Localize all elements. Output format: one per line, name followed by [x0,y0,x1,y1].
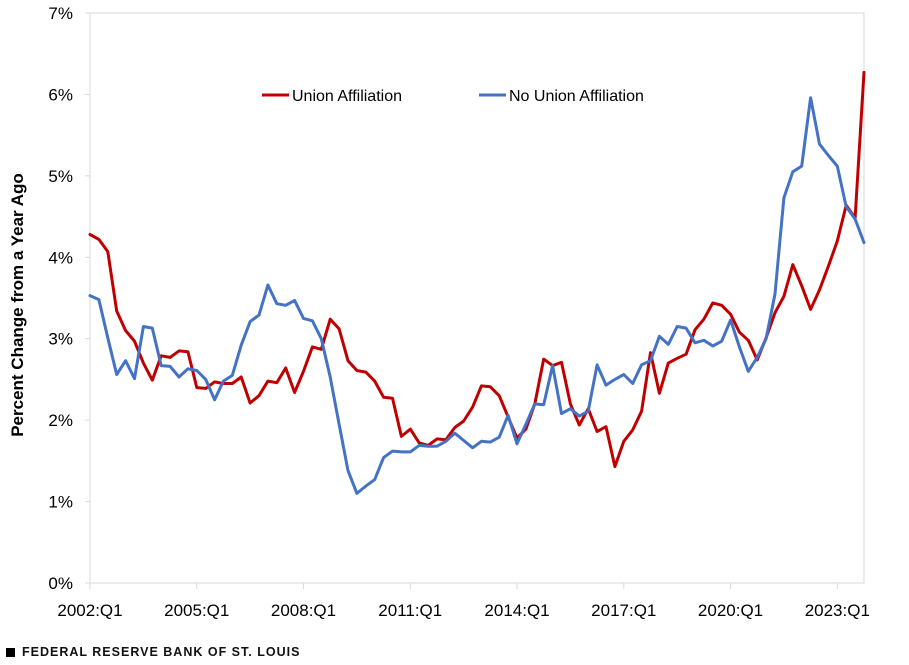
legend-label: No Union Affiliation [509,88,644,105]
legend-label: Union Affiliation [292,88,402,105]
y-tick-label: 5% [48,167,73,186]
legend: Union Affiliation No Union Affiliation [262,88,644,105]
x-tick-label: 2002:Q1 [57,601,122,620]
footer: FEDERAL RESERVE BANK OF ST. LOUIS [6,644,300,660]
y-tick-label: 3% [48,330,73,349]
x-tick-label: 2023:Q1 [805,601,870,620]
x-tick-label: 2014:Q1 [484,601,549,620]
y-tick-label: 2% [48,411,73,430]
footer-square-icon [6,647,15,657]
tick-labels: 0% 1% 2% 3% 4% 5% 6% 7% 2002:Q1 2005:Q1 2008:Q1 201… [48,4,870,620]
plot-frame [89,12,865,584]
y-tick-label: 1% [48,493,73,512]
footer-text: FEDERAL RESERVE BANK OF ST. LOUIS [22,645,301,659]
x-tick-label: 2020:Q1 [698,601,763,620]
y-axis-title: Percent Change from a Year Ago [8,173,27,437]
axes [85,12,865,589]
x-tick-label: 2008:Q1 [271,601,336,620]
x-tick-label: 2017:Q1 [591,601,656,620]
x-tick-label: 2005:Q1 [164,601,229,620]
y-tick-label: 0% [48,574,73,593]
series-line-union-affiliation [88,70,866,469]
series-lines [88,70,866,495]
y-tick-label: 7% [48,4,73,23]
y-tick-label: 6% [48,85,73,104]
x-tick-label: 2011:Q1 [378,601,442,620]
series-line-no-union-affiliation [88,96,866,495]
y-tick-label: 4% [48,248,73,267]
